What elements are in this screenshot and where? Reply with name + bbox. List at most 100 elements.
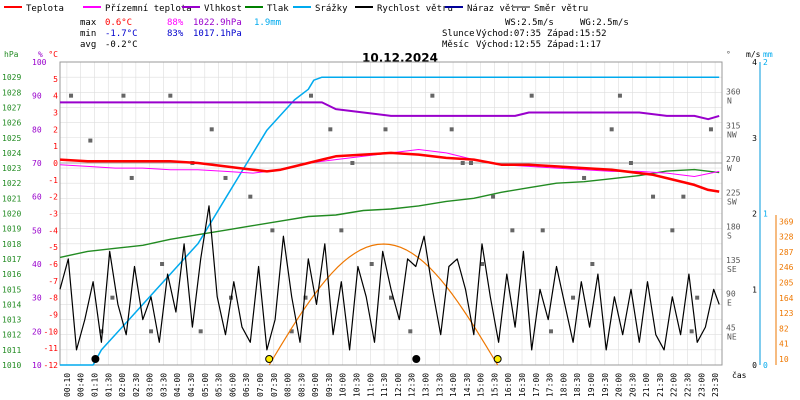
rain-tick: 2 bbox=[763, 58, 768, 67]
x-tick-label: 03:00 bbox=[146, 373, 155, 397]
humidity-tick: 10 bbox=[32, 361, 42, 370]
pressure-tick: 1013 bbox=[2, 316, 21, 325]
pressure-tick: 1015 bbox=[2, 285, 21, 294]
winddir-point bbox=[149, 329, 154, 334]
x-tick-label: 14:30 bbox=[463, 373, 472, 397]
temperature-tick: 2 bbox=[53, 125, 58, 134]
winddir-point bbox=[223, 175, 228, 180]
x-tick-label: 15:00 bbox=[477, 373, 486, 397]
temperature-tick: 1 bbox=[53, 142, 58, 151]
sun-tick: 41 bbox=[779, 340, 789, 349]
winddir-point bbox=[590, 262, 595, 266]
winddir-point bbox=[350, 161, 355, 165]
winddir-point bbox=[110, 295, 115, 300]
winddir-unit: ° bbox=[726, 50, 731, 59]
pressure-tick: 1027 bbox=[2, 103, 21, 112]
temperature-tick: 4 bbox=[53, 92, 58, 101]
wind-tick: 3 bbox=[752, 134, 757, 143]
winddir-point bbox=[160, 262, 165, 266]
sun-label: Slunce bbox=[442, 29, 475, 39]
pressure-tick: 1022 bbox=[2, 179, 21, 188]
sunrise-marker bbox=[265, 355, 274, 363]
x-tick-label: 01:10 bbox=[90, 373, 99, 397]
winddir-point bbox=[670, 228, 675, 233]
temperature-tick: -11 bbox=[44, 344, 59, 353]
x-tick-label: 15:30 bbox=[490, 373, 499, 397]
legend-label: Tlak bbox=[267, 4, 289, 14]
winddir-point bbox=[121, 93, 126, 98]
winddir-point bbox=[460, 161, 465, 165]
legend-label: Náraz větru bbox=[467, 4, 527, 14]
stat-min-label: min bbox=[80, 29, 96, 39]
pressure-tick: 1010 bbox=[2, 361, 21, 370]
x-tick-label: 13:30 bbox=[435, 373, 444, 397]
humidity-tick: 20 bbox=[32, 327, 42, 336]
winddir-point bbox=[480, 262, 485, 266]
temperature-tick: -7 bbox=[48, 277, 58, 286]
sunset-marker bbox=[493, 355, 502, 363]
winddir-point bbox=[369, 262, 374, 266]
legend-label: Rychlost větru bbox=[377, 4, 453, 14]
winddir-point bbox=[430, 93, 435, 98]
winddir-point bbox=[708, 127, 713, 132]
winddir-point bbox=[628, 161, 633, 165]
x-tick-label: 11:30 bbox=[380, 373, 389, 397]
legend-label: Srážky bbox=[315, 4, 348, 14]
temperature-tick: -4 bbox=[48, 226, 58, 235]
x-tick-label: 11:00 bbox=[366, 373, 375, 397]
humidity-line bbox=[60, 101, 720, 121]
pressure-tick: 1028 bbox=[2, 88, 21, 97]
winddir-point bbox=[309, 93, 314, 98]
humidity-tick: 60 bbox=[32, 193, 42, 202]
temperature-line bbox=[59, 151, 720, 193]
wind-tick: 4 bbox=[752, 58, 757, 67]
humidity-tick: 80 bbox=[32, 125, 42, 134]
winddir-label: NW bbox=[727, 130, 737, 139]
winddir-point bbox=[510, 228, 515, 233]
stat-max-hum: 88% bbox=[167, 18, 184, 28]
plot-frame bbox=[59, 61, 723, 366]
winddir-point bbox=[449, 127, 454, 132]
sun-tick: 369 bbox=[779, 217, 794, 226]
sun-tick: 10 bbox=[779, 355, 789, 364]
pressure-tick: 1014 bbox=[2, 300, 21, 309]
x-tick-label: 19:30 bbox=[601, 373, 610, 397]
sun-tick: 82 bbox=[779, 324, 789, 333]
x-tick-label: 07:30 bbox=[270, 373, 279, 397]
winddir-tick: 135 bbox=[726, 256, 741, 265]
winddir-point bbox=[548, 329, 553, 334]
winddir-tick: 225 bbox=[726, 189, 741, 198]
x-axis: 00:10 00:40 01:10 01:30 02:00 02:30 03:00 03:30… bbox=[63, 370, 747, 397]
winddir-point bbox=[248, 194, 253, 199]
x-tick-label: 13:00 bbox=[421, 373, 430, 397]
stat-max-rain: 1.9mm bbox=[254, 18, 281, 28]
winddir-point bbox=[389, 295, 393, 300]
legend: Teplota Přízemní teplota Vlhkost Tlak Srážky… bbox=[4, 4, 588, 14]
rain-unit: mm bbox=[763, 50, 773, 59]
stat-min-temp: -1.7°C bbox=[105, 29, 138, 39]
humidity-tick: 40 bbox=[32, 260, 42, 269]
wind-unit: m/s bbox=[746, 50, 761, 59]
sun-rise: Východ:07:35 bbox=[476, 29, 541, 39]
sun-tick: 205 bbox=[779, 279, 794, 288]
winddir-point bbox=[328, 127, 333, 132]
pressure-tick: 1012 bbox=[2, 331, 21, 340]
x-tick-label: 00:40 bbox=[77, 373, 86, 397]
x-tick-label: 02:30 bbox=[132, 373, 141, 397]
stats-block: max 0.6°C 88% 1022.9hPa 1.9mm min -1.7°C… bbox=[80, 18, 629, 50]
x-tick-label: 08:00 bbox=[284, 373, 293, 397]
temperature-tick: -8 bbox=[48, 294, 58, 303]
temperature-tick: -6 bbox=[48, 260, 58, 269]
winddir-point bbox=[651, 194, 656, 199]
winddir-label: SE bbox=[727, 265, 737, 274]
x-tick-label: 23:00 bbox=[697, 373, 706, 397]
winddir-point bbox=[383, 127, 388, 132]
x-tick-label: 09:00 bbox=[311, 373, 320, 397]
wind-wg: WG:2.5m/s bbox=[580, 18, 629, 28]
winddir-point bbox=[209, 127, 214, 132]
x-tick-label: 09:30 bbox=[325, 373, 334, 397]
x-tick-label: 21:00 bbox=[642, 373, 651, 397]
winddir-point bbox=[198, 329, 203, 334]
humidity-tick: 90 bbox=[32, 92, 42, 101]
